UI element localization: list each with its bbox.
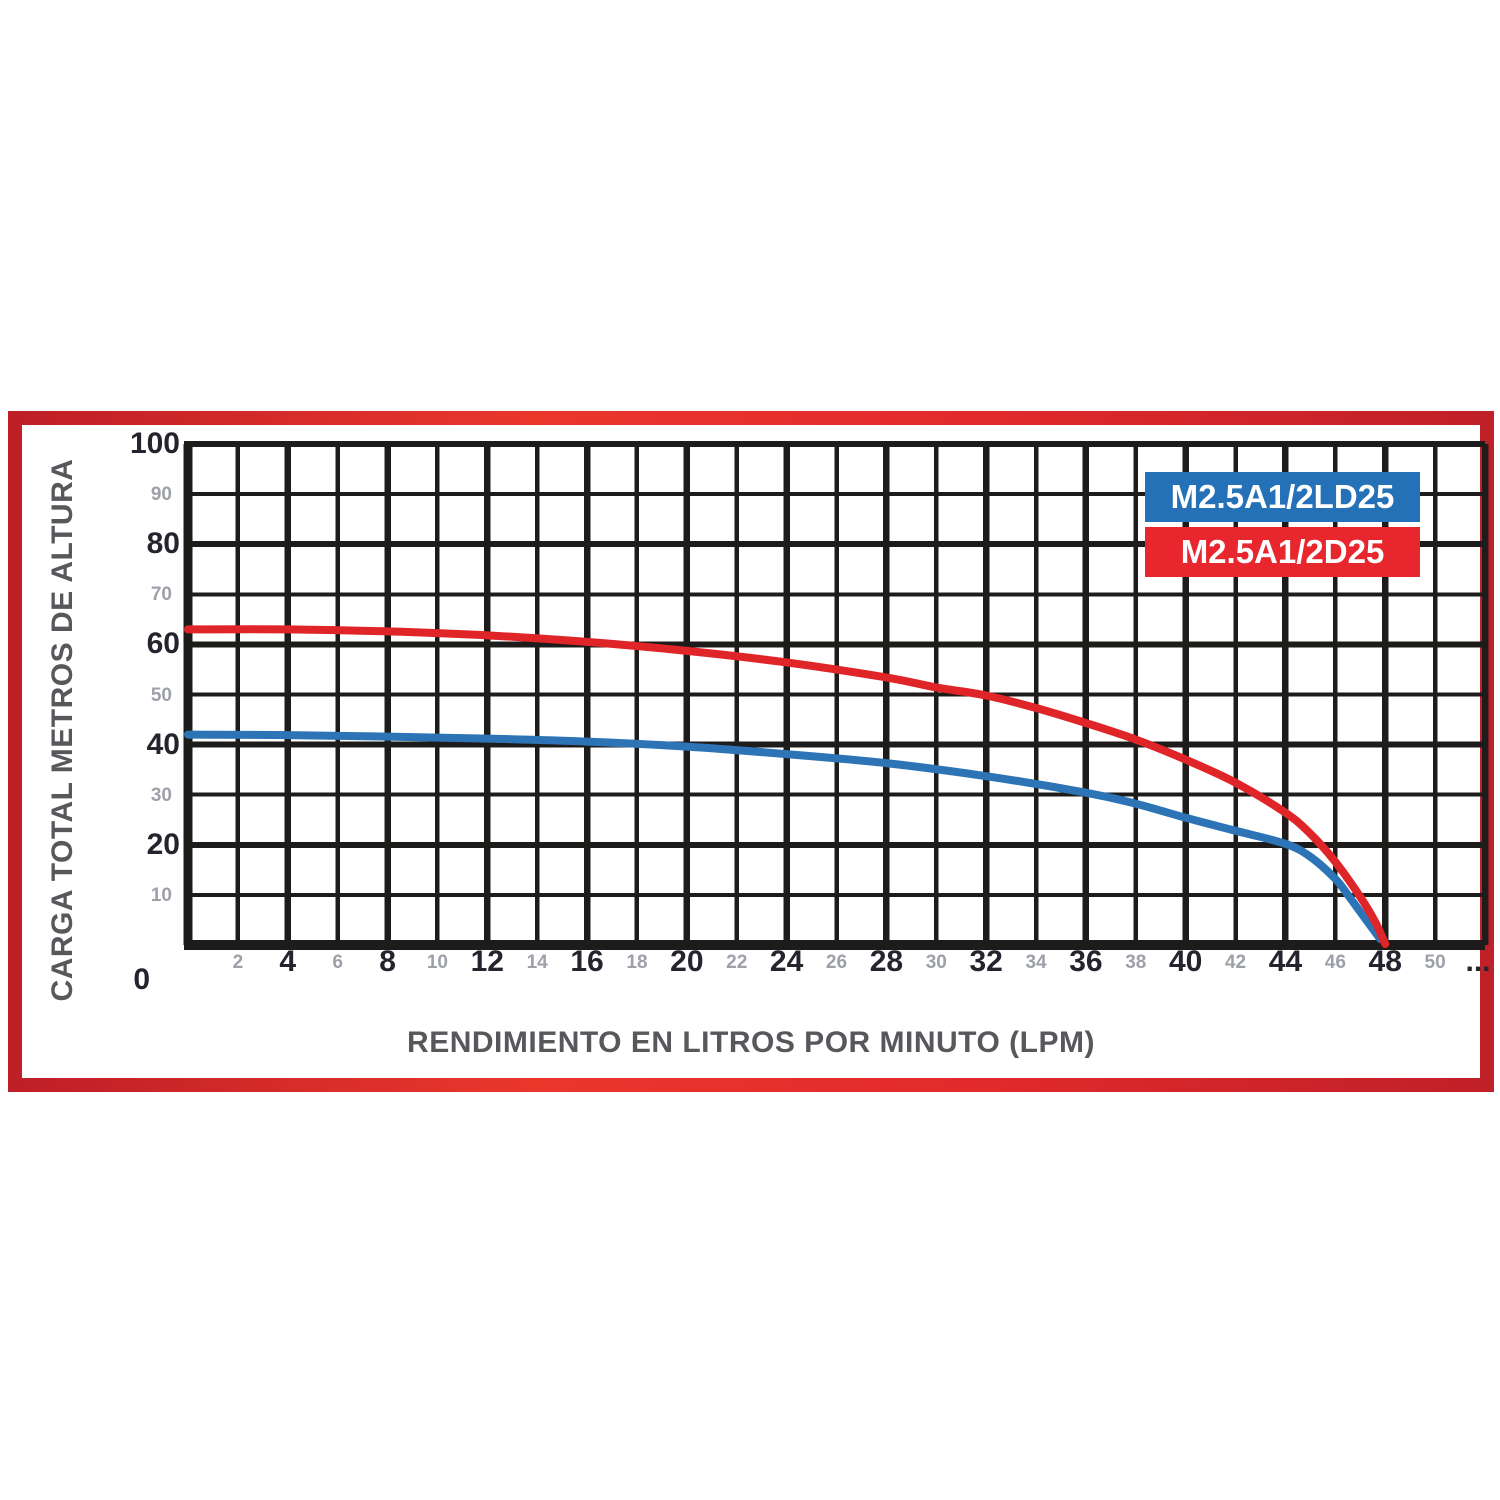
y-tick-label: 50 — [150, 684, 172, 706]
curve-M2-5A1-2D25 — [184, 625, 1390, 948]
y-tick-label: 40 — [146, 727, 180, 761]
x-tick-label: 28 — [869, 945, 904, 978]
x-tick-label: 48 — [1368, 945, 1402, 978]
x-tick-label: 12 — [470, 945, 504, 978]
legend-item-blue: M2.5A1/2LD25 — [1145, 472, 1420, 522]
legend-item-red: M2.5A1/2D25 — [1145, 527, 1420, 577]
x-tick-label: 40 — [1169, 945, 1203, 978]
y-tick-label: 60 — [146, 627, 180, 661]
x-tick-label: 16 — [570, 945, 604, 978]
x-tick-label: 44 — [1268, 945, 1303, 978]
x-tick-label: 4 — [279, 945, 297, 978]
x-tick-label: 26 — [825, 952, 848, 973]
x-tick-label: 14 — [526, 952, 548, 973]
series-curves — [184, 625, 1390, 948]
legend-label-blue: M2.5A1/2LD25 — [1170, 478, 1395, 515]
x-tick-label: 10 — [426, 952, 448, 973]
x-tick-label: 2 — [232, 952, 244, 973]
y-tick-label: 70 — [150, 584, 172, 606]
y-tick-label: 10 — [150, 884, 172, 906]
curve-M2-5A1-2LD25 — [184, 730, 1385, 943]
x-tick-label: 50 — [1424, 952, 1446, 973]
y-tick-label: 20 — [146, 827, 180, 861]
x-tick-label: 36 — [1069, 945, 1103, 978]
x-tick-label: 42 — [1224, 952, 1247, 973]
y-tick-label: 80 — [146, 527, 180, 561]
legend-label-red: M2.5A1/2D25 — [1180, 533, 1385, 570]
y-tick-label: 90 — [150, 484, 172, 506]
x-tick-label: 32 — [969, 945, 1003, 978]
x-tick-label: 46 — [1324, 952, 1346, 973]
x-axis-overflow-label: ... — [1465, 945, 1491, 978]
origin-tick-label: 0 — [133, 963, 150, 996]
x-tick-label: 18 — [626, 952, 648, 973]
x-tick-label: 22 — [726, 952, 748, 973]
x-axis-title: RENDIMIENTO EN LITROS POR MINUTO (LPM) — [407, 1026, 1095, 1059]
y-tick-label: 100 — [129, 427, 180, 460]
x-tick-label: 38 — [1125, 952, 1147, 973]
x-tick-label: 8 — [379, 945, 396, 978]
y-tick-label: 30 — [150, 784, 172, 806]
x-tick-label: 24 — [769, 945, 804, 978]
grid — [183, 441, 1489, 950]
x-tick-label: 20 — [670, 945, 704, 978]
x-tick-label: 34 — [1025, 952, 1047, 973]
x-tick-label: 6 — [332, 952, 343, 973]
x-tick-label: 30 — [925, 952, 947, 973]
